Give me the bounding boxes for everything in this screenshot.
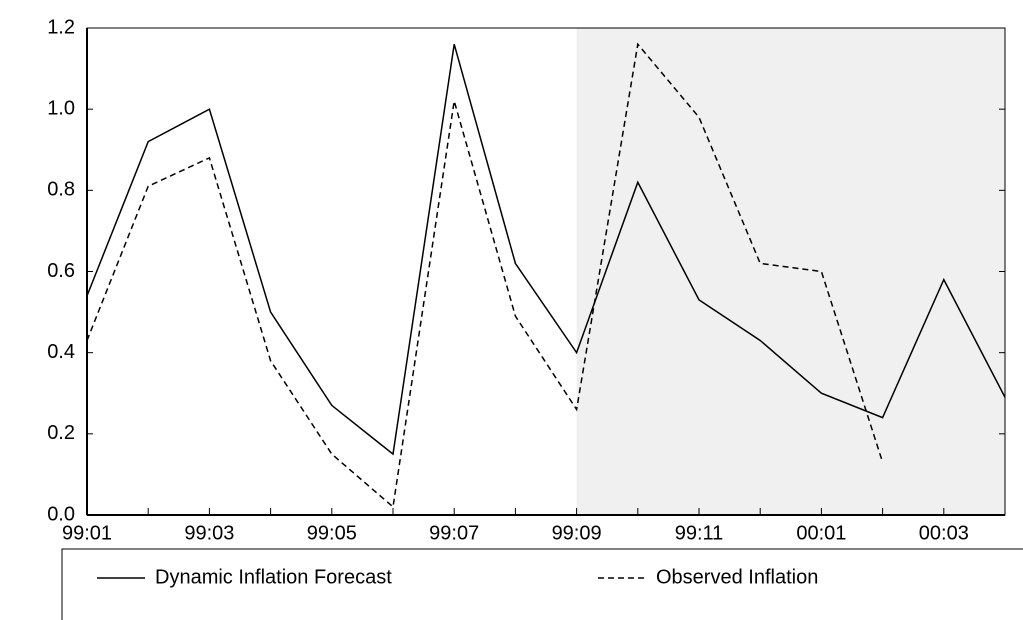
x-tick-label: 99:07 [429, 522, 479, 544]
y-tick-label: 0.4 [47, 341, 75, 363]
y-tick-label: 0.8 [47, 179, 75, 201]
series-line [86, 44, 1006, 456]
series-line [86, 42, 884, 509]
y-tick-label: 0.2 [47, 422, 75, 444]
x-tick-label: 99:11 [675, 522, 724, 544]
x-tick-label: 99:03 [184, 522, 234, 544]
shaded-region [576, 28, 1005, 515]
y-tick-label: 0.6 [47, 260, 75, 282]
legend-box [61, 548, 1023, 620]
legend-label: Dynamic Inflation Forecast [155, 566, 392, 588]
legend-label: Observed Inflation [656, 566, 818, 588]
y-tick-label: 1.2 [47, 16, 75, 38]
x-tick-label: 00:01 [796, 522, 846, 544]
y-tick-label: 0.0 [47, 503, 75, 525]
x-tick-label: 99:05 [307, 522, 357, 544]
y-tick-label: 1.0 [47, 97, 75, 119]
x-tick-label: 99:01 [62, 522, 112, 544]
x-tick-label: 00:03 [919, 522, 969, 544]
x-tick-label: 99:09 [552, 522, 602, 544]
